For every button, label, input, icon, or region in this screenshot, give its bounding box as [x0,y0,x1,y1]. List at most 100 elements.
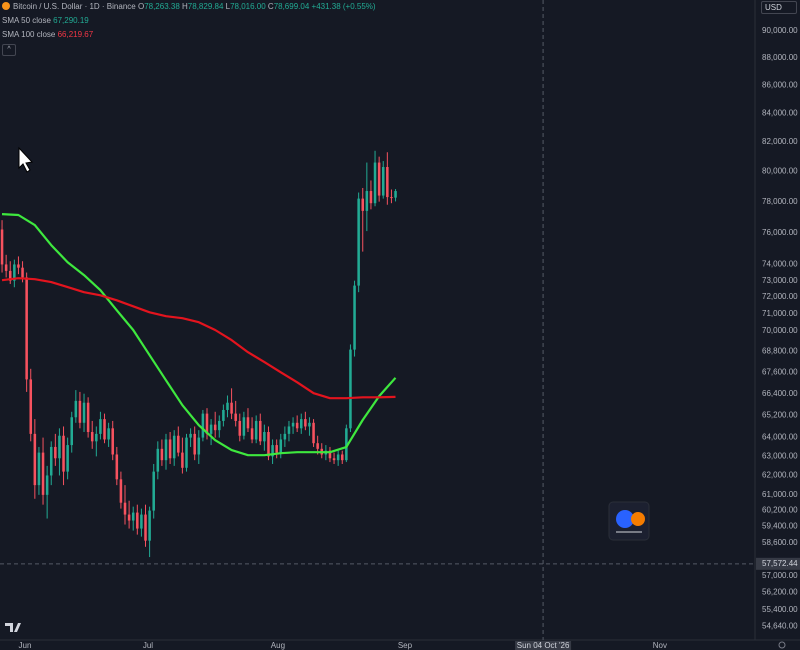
candle-body [0,229,4,265]
symbol-row: Bitcoin / U.S. Dollar · 1D · Binance O 78… [2,0,376,14]
candle-body [390,197,393,199]
candle-body [205,413,209,434]
candle-body [353,285,356,350]
candle-body [70,417,73,446]
candle-body [17,264,20,268]
candle-body [123,502,127,515]
y-tick-label: 66,400.00 [762,389,798,398]
ohlc-value: 78,016.00 [230,2,266,11]
y-tick-label: 72,000.00 [762,292,798,301]
candle-body [295,422,299,429]
candle-body [254,420,258,440]
candle-body [4,264,8,271]
candle-body [386,167,389,198]
candle-body [181,452,184,468]
y-tick-label: 80,000.00 [762,167,798,176]
cursor [18,146,33,173]
collapse-button[interactable]: ^ [2,44,16,56]
candle-body [185,437,188,468]
candle-body [156,448,160,472]
x-tick-label: Jun [19,641,32,650]
candle-body [213,424,217,431]
crosshair-y-box [756,557,800,570]
candle-body [99,419,102,434]
y-tick-label: 74,000.00 [762,260,798,269]
candle-body [226,402,229,410]
candle-body [373,162,377,204]
candle-body [209,424,213,434]
candle-body [111,428,114,455]
candle-body [107,428,110,440]
y-tick-label: 61,000.00 [762,490,798,499]
ohlc-key: O [137,2,145,11]
ohlc-key: C [267,2,274,11]
candle-body [172,435,176,459]
candle-body [332,458,336,461]
candle-body [201,413,205,438]
y-tick-label: 70,000.00 [762,326,798,335]
candle-body [74,400,78,418]
y-tick-label: 56,200.00 [762,588,798,597]
candle-body [119,479,123,503]
candle-body [49,446,53,476]
sma-line [1,213,397,457]
candle-body [230,402,233,414]
candle-body [238,420,242,436]
candle-body [136,512,139,529]
candle-body [283,433,287,440]
candle-body [349,349,352,429]
candle-body [361,198,365,211]
candle-body [271,445,274,457]
candle-body [103,419,106,440]
settings-icon[interactable] [778,641,786,649]
symbol[interactable]: Bitcoin / U.S. Dollar · 1D · Binance [13,2,136,11]
y-tick-label: 62,000.00 [762,471,798,480]
legend-label: SMA 50 close [2,16,51,25]
y-tick-label: 60,200.00 [762,506,798,515]
candle-body [259,420,262,442]
change: +431.38 (+0.55%) [311,2,376,11]
watermark-logo [608,501,650,541]
candle-body [33,433,37,486]
ohlc-value: 78,699.04 [273,2,310,11]
candle-body [275,445,278,453]
candle-body [250,428,254,440]
x-tick-label: Jul [143,641,153,650]
y-tick-label: 55,400.00 [762,605,798,614]
candle-body [394,191,397,198]
candle-body [131,512,135,521]
sma100-row[interactable]: SMA 100 close 66,219.67 [2,28,376,42]
sma50-row[interactable]: SMA 50 close 67,290.19 [2,14,376,28]
candle-body [340,454,344,461]
candle-body [218,420,221,431]
y-tick-label: 54,640.00 [762,621,798,630]
candle-body [8,270,12,281]
y-tick-label: 71,000.00 [762,309,798,318]
candle-body [377,162,381,196]
candle-body [369,191,373,204]
candle-body [152,471,155,511]
candle-body [29,379,33,434]
y-tick-label: 68,800.00 [762,346,798,355]
candle-body [90,432,94,442]
y-tick-label: 67,600.00 [762,367,798,376]
candle-body [381,167,385,196]
candle-body [246,417,250,429]
y-tick-label: 73,000.00 [762,276,798,285]
legend-label: SMA 100 close [2,30,56,39]
y-tick-label: 58,600.00 [762,538,798,547]
crosshair-y-label: 57,572.44 [762,559,798,568]
x-tick-label: Aug [271,641,285,650]
candle-body [168,439,172,459]
candle-body [365,191,369,211]
y-tick-label: 90,000.00 [762,26,798,35]
candle-body [189,433,192,438]
y-tick-label: 64,000.00 [762,433,798,442]
currency-button[interactable]: USD [761,1,797,14]
candle-body [41,452,45,495]
candle-body [345,428,348,461]
candle-body [299,419,303,429]
candle-body [316,443,319,449]
